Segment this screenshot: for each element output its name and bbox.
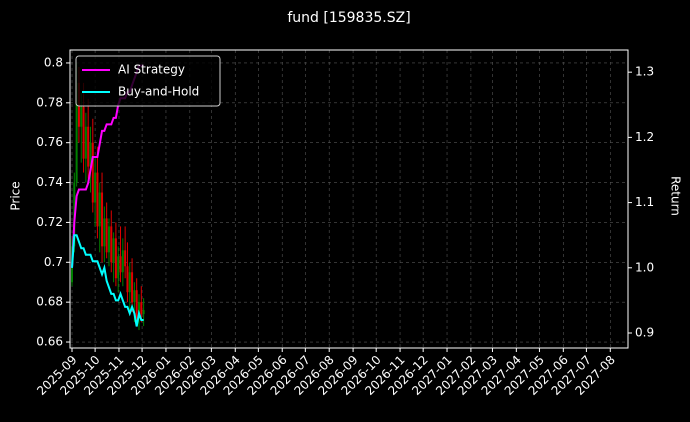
y2-tick-label: 1.1 [635, 195, 654, 209]
y-tick-label: 0.78 [36, 95, 63, 109]
candle-body [105, 218, 108, 253]
candle-body [91, 142, 94, 203]
legend-label: AI Strategy [118, 63, 185, 77]
legend-box [75, 55, 221, 107]
candle-body [121, 250, 124, 273]
candle-body [119, 256, 122, 273]
legend: AI Strategy Buy-and-Hold [75, 55, 221, 107]
candle-body [117, 256, 120, 279]
y2-tick-label: 1.2 [635, 130, 654, 144]
candle-body [110, 226, 113, 263]
candle-body [103, 218, 106, 247]
y2-tick-label: 1.0 [635, 260, 654, 274]
candle-body [75, 82, 78, 183]
legend-label: Buy-and-Hold [118, 85, 199, 99]
y-tick-label: 0.72 [36, 215, 63, 229]
candle-body [140, 302, 143, 315]
series-line [71, 234, 144, 327]
y-tick-label: 0.76 [36, 135, 63, 149]
y-tick-label: 0.66 [36, 335, 63, 349]
candle-body [82, 106, 85, 159]
candle-body [98, 192, 101, 227]
y-axis-label: Price [9, 181, 23, 210]
candle-body [126, 266, 129, 293]
plot-frame [69, 49, 629, 349]
candle-body [89, 142, 92, 167]
candle-body [124, 250, 127, 267]
candle-body [131, 272, 134, 303]
chart-title: fund [159835.SZ] [287, 10, 410, 26]
candle-body [142, 310, 145, 315]
candle-body [114, 238, 117, 279]
y-tick-label: 0.74 [36, 175, 63, 189]
y-tick-label: 0.7 [44, 255, 63, 269]
candle-body [84, 126, 87, 159]
candle-body [133, 290, 136, 303]
candle-body [94, 172, 97, 203]
candle-body [101, 192, 104, 247]
y2-tick-label: 1.3 [635, 65, 654, 79]
candle-body [96, 172, 99, 227]
y2-tick-label: 0.9 [635, 326, 654, 340]
candle-body [87, 126, 90, 167]
candle-body [80, 106, 83, 127]
y2-axis-label: Return [669, 176, 683, 216]
candle-body [112, 238, 115, 263]
y-tick-label: 0.68 [36, 295, 63, 309]
candle-body [135, 290, 138, 319]
y-tick-label: 0.8 [44, 55, 63, 69]
candle-body [137, 302, 140, 319]
candle-body [128, 272, 131, 293]
candle-body [107, 226, 110, 253]
